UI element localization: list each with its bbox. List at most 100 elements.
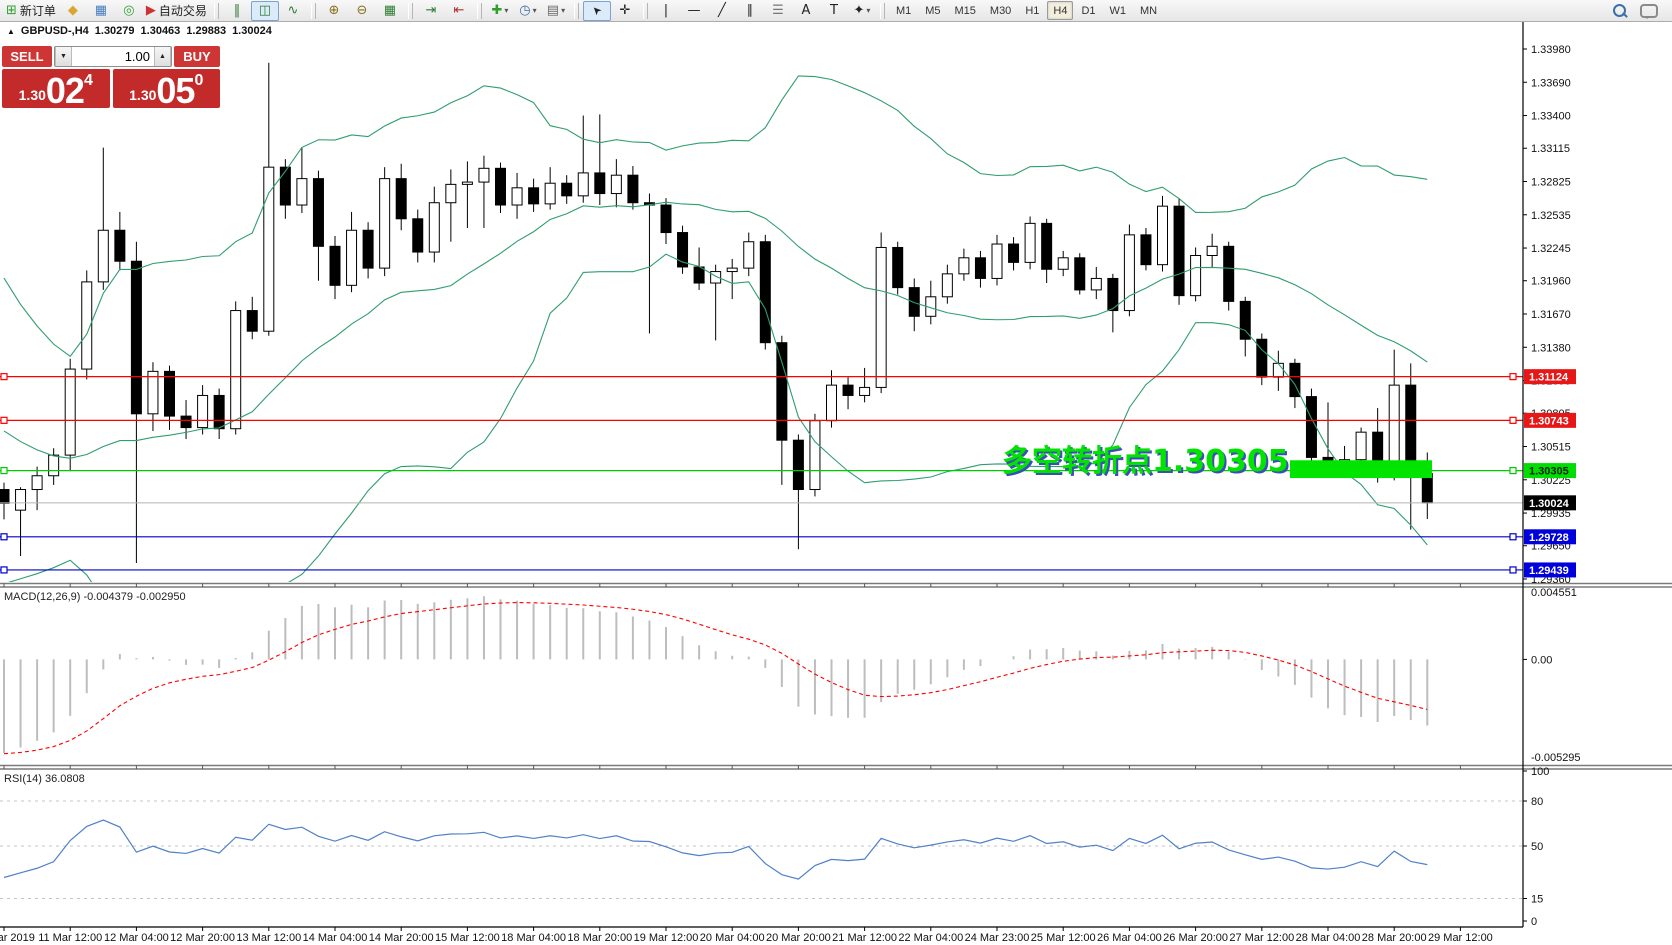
timeframe-d1[interactable]: D1	[1081, 4, 1096, 17]
buy-button[interactable]: BUY	[174, 46, 220, 67]
channel-button[interactable]: ∥	[736, 1, 764, 21]
candle-body	[710, 271, 722, 284]
candle-body	[1190, 254, 1202, 297]
line-handle[interactable]	[0, 466, 8, 475]
indicators-button[interactable]: ✚ ▾	[486, 1, 514, 21]
candle-body	[213, 394, 225, 430]
chart-shift-button[interactable]: ⇥	[417, 1, 445, 21]
zoom-in-button[interactable]: ⊕	[320, 1, 348, 21]
line-handle[interactable]	[0, 533, 8, 541]
volume-up-icon[interactable]: ▲	[154, 47, 171, 66]
timeframe-m1[interactable]: M1	[895, 4, 912, 17]
vertical-line-button[interactable]: |	[652, 1, 680, 21]
time-tick-label: 18 Mar 20:00	[567, 932, 632, 944]
timeframe-m5[interactable]: M5	[925, 4, 941, 17]
candle-body	[1305, 396, 1317, 458]
candle-body	[660, 204, 672, 234]
line-handle[interactable]	[1509, 373, 1517, 381]
candle-body	[958, 257, 970, 275]
candle-body	[991, 243, 1003, 279]
line-handle[interactable]	[0, 566, 8, 574]
new-order-button[interactable]: ⊞ 新订单	[3, 1, 59, 21]
annotation-rectangle[interactable]	[1290, 460, 1432, 479]
buy-price-panel[interactable]: 1.30 05 0	[112, 69, 220, 109]
time-tick-label: 19 Mar 12:00	[634, 932, 699, 944]
auto-scroll-button[interactable]: ⇤	[445, 1, 473, 21]
price-axis[interactable]: 1.33980 1.33690 1.33400 1.33115 1.32825 1.325…	[1522, 22, 1581, 928]
templates-button[interactable]: ▤ ▾	[542, 1, 570, 21]
arrows-button[interactable]: ✦ ▾	[848, 1, 876, 21]
collapse-arrow-icon[interactable]: ▲	[7, 26, 15, 36]
volume-input[interactable]	[72, 47, 154, 66]
text-button[interactable]: A	[792, 1, 820, 21]
annotation-text[interactable]: 多空转折点1.30305	[1002, 444, 1289, 479]
time-tick-label: 18 Mar 04:00	[501, 932, 566, 944]
line-chart-button[interactable]: ∿	[279, 1, 307, 21]
candle-body	[0, 489, 10, 504]
line-handle[interactable]	[0, 416, 8, 424]
line-handle[interactable]	[1509, 466, 1517, 475]
crosshair-button[interactable]: ✛	[611, 1, 639, 21]
templates-icon: ▤	[546, 3, 560, 18]
cursor-button[interactable]: ➤	[582, 0, 611, 21]
trendline-button[interactable]: ╱	[708, 1, 736, 21]
candle-body	[1388, 384, 1400, 473]
candle-body	[677, 232, 689, 268]
object-lines[interactable]	[0, 373, 1523, 574]
price-tick-label: 1.33980	[1531, 44, 1571, 56]
time-tick-label: 20 Mar 20:00	[766, 932, 831, 944]
candle-body	[48, 454, 60, 477]
candlestick-chart-button[interactable]: ◫	[250, 0, 279, 21]
profiles-button[interactable]: ◆	[59, 1, 87, 21]
zoom-out-button[interactable]: ⊖	[348, 1, 376, 21]
timeframe-mn[interactable]: MN	[1140, 4, 1158, 17]
line-handle[interactable]	[1509, 533, 1517, 541]
charts-window-button[interactable]: ▦	[87, 1, 115, 21]
bollinger-bands	[3, 75, 1428, 582]
current-price-badge	[1524, 495, 1576, 511]
shapes-icon: ✦	[853, 3, 865, 18]
horizontal-line-button[interactable]: —	[680, 1, 708, 21]
search-icon[interactable]	[1613, 4, 1626, 17]
line-handle[interactable]	[0, 373, 8, 381]
macd-signal-line	[3, 601, 1428, 755]
auto-scroll-icon: ⇤	[453, 3, 465, 18]
periods-button[interactable]: ◷ ▾	[514, 1, 542, 21]
bar-chart-button[interactable]: ‖	[223, 1, 251, 21]
text-label-button[interactable]: T	[820, 1, 848, 21]
time-tick-label: 21 Mar 12:00	[832, 932, 897, 944]
svg-text:1.30024: 1.30024	[1529, 498, 1570, 510]
candle-body	[395, 178, 407, 220]
volume-down-icon[interactable]: ▼	[55, 47, 72, 66]
market-watch-button[interactable]: ◎	[115, 1, 143, 21]
tile-windows-button[interactable]: ▦	[376, 1, 404, 21]
autotrading-button[interactable]: ▶ 自动交易	[143, 1, 210, 21]
timeframe-h1[interactable]: H1	[1025, 4, 1040, 17]
candles-layer	[0, 62, 1433, 563]
time-tick-label: 13 Mar 12:00	[236, 932, 301, 944]
fibonacci-button[interactable]: ☰	[764, 1, 792, 21]
candle-body	[577, 172, 589, 197]
line-chart-icon: ∿	[287, 3, 299, 18]
candle-body	[180, 415, 192, 429]
timeframe-h4[interactable]: H4	[1047, 1, 1074, 21]
candle-body	[1057, 257, 1069, 270]
timeframe-m15[interactable]: M15	[954, 4, 976, 17]
chat-icon[interactable]	[1640, 3, 1658, 19]
timeframe-w1[interactable]: W1	[1109, 4, 1127, 17]
candle-body	[627, 174, 639, 204]
candle-body	[346, 229, 358, 286]
timeframe-m30[interactable]: M30	[989, 4, 1012, 17]
toolbar-separator	[213, 2, 219, 19]
line-handle[interactable]	[1509, 416, 1517, 424]
rsi-panel: RSI(14) 36.0808	[0, 773, 1523, 899]
candlestick-chart-icon: ◫	[258, 3, 272, 18]
sell-price-panel[interactable]: 1.30 02 4	[2, 69, 110, 109]
profiles-icon: ◆	[67, 3, 78, 18]
sell-button[interactable]: SELL	[2, 46, 52, 67]
candle-body	[1140, 234, 1152, 266]
candle-body	[428, 202, 440, 253]
line-handle[interactable]	[1509, 566, 1517, 574]
